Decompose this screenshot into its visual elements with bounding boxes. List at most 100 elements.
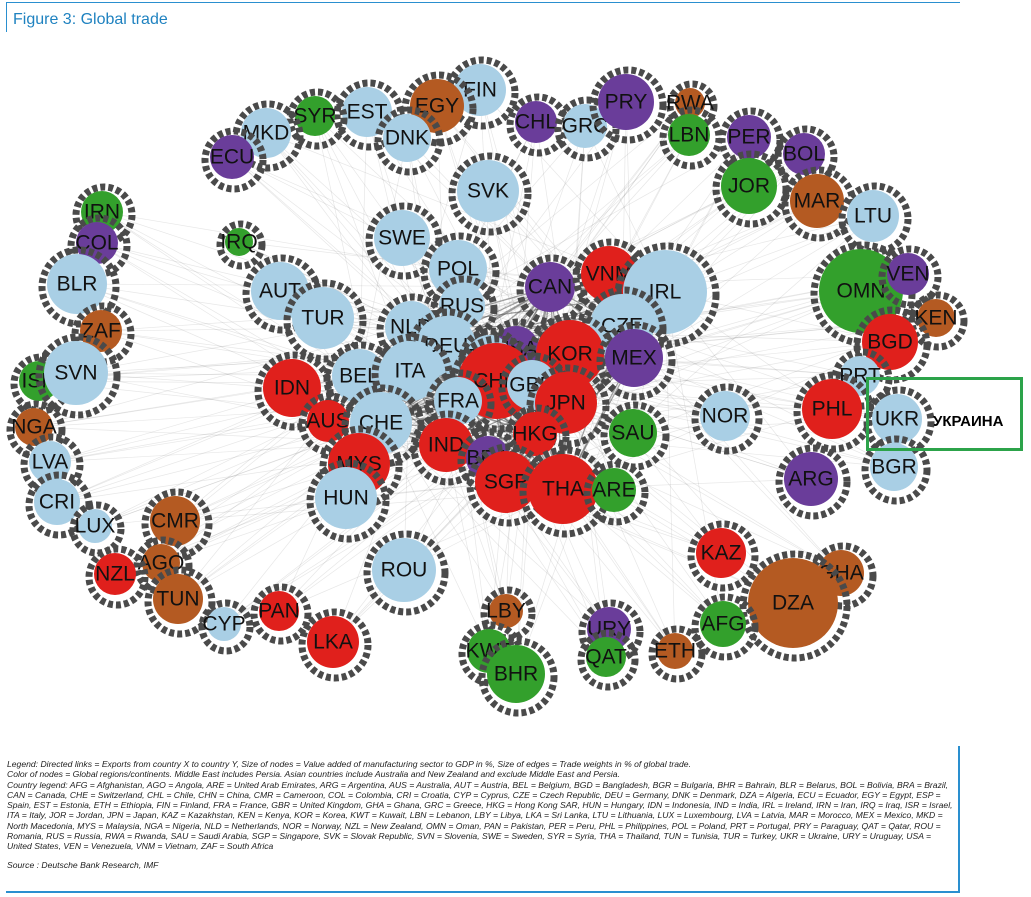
node-incoming-arrows xyxy=(648,625,706,683)
node-incoming-arrows xyxy=(69,501,125,557)
node-label: SWE xyxy=(378,227,426,250)
trade-edge xyxy=(101,211,360,377)
node-label: DZA xyxy=(772,592,814,615)
node-circle xyxy=(487,645,545,703)
node-circle xyxy=(657,633,693,669)
node-label: EST xyxy=(347,101,388,124)
node-label: SGP xyxy=(484,471,528,494)
country-node-qat: QAT xyxy=(577,629,639,691)
node-circle xyxy=(609,409,657,457)
country-node-can: CAN xyxy=(516,254,588,326)
node-label: IRL xyxy=(649,281,682,304)
country-node-syr: SYR xyxy=(286,88,348,150)
trade-edge xyxy=(633,357,842,574)
country-node-hun: HUN xyxy=(306,459,390,543)
node-label: AUT xyxy=(259,280,301,303)
node-label: LVA xyxy=(32,451,69,474)
node-circle xyxy=(668,114,710,156)
node-incoming-arrows xyxy=(793,371,875,453)
node-circle xyxy=(862,314,918,370)
node-label: VEN xyxy=(886,263,929,286)
country-node-tun: TUN xyxy=(144,566,216,638)
node-incoming-arrows xyxy=(578,599,644,665)
node-label: POL xyxy=(437,258,479,281)
node-label: CMR xyxy=(151,510,199,533)
node-label: EGY xyxy=(415,95,459,118)
trade-edge xyxy=(265,132,412,328)
node-label: CHE xyxy=(359,412,403,435)
node-circle xyxy=(251,262,309,320)
node-label: PRT xyxy=(839,365,881,388)
country-node-lka: LKA xyxy=(298,608,372,682)
node-circle xyxy=(295,96,335,136)
node-incoming-arrows xyxy=(691,593,759,661)
trade-edge xyxy=(664,291,676,652)
node-circle xyxy=(410,79,464,133)
node-label: KAZ xyxy=(701,542,742,565)
node-incoming-arrows xyxy=(363,530,449,616)
country-node-lby: LBY xyxy=(480,586,536,642)
country-node-nor: NOR xyxy=(691,383,763,455)
node-label: UKR xyxy=(875,408,919,431)
node-incoming-arrows xyxy=(554,96,620,162)
node-incoming-arrows xyxy=(775,444,851,520)
node-circle xyxy=(784,452,838,506)
node-label: NOR xyxy=(702,405,749,428)
node-label: BLR xyxy=(57,273,98,296)
country-node-cyp: CYP xyxy=(198,599,254,655)
node-circle xyxy=(790,174,844,228)
node-circle xyxy=(380,341,440,401)
node-incoming-arrows xyxy=(254,351,334,431)
node-label: ECU xyxy=(210,146,254,169)
node-circle xyxy=(44,341,108,405)
node-label: LBY xyxy=(486,600,526,623)
country-node-irq: IRQ xyxy=(216,220,266,270)
trade-edge xyxy=(445,444,507,612)
node-circle xyxy=(525,262,575,312)
node-label: SAU xyxy=(611,422,654,445)
country-node-hkg: HKG xyxy=(504,404,570,470)
node-label: DNK xyxy=(385,127,429,150)
node-circle xyxy=(419,418,473,472)
node-circle xyxy=(457,160,519,222)
node-incoming-arrows xyxy=(283,279,367,363)
node-circle xyxy=(581,246,637,302)
country-node-sau: SAU xyxy=(600,401,670,471)
node-incoming-arrows xyxy=(691,383,763,455)
node-circle xyxy=(259,591,299,631)
node-circle xyxy=(94,553,136,595)
node-circle xyxy=(586,637,626,677)
node-label: AGO xyxy=(138,552,185,575)
node-incoming-arrows xyxy=(577,629,639,691)
country-node-arg: ARG xyxy=(775,444,851,520)
node-label: PAN xyxy=(258,600,300,623)
node-circle xyxy=(592,468,636,512)
node-label: JOR xyxy=(728,175,770,198)
country-node-pry: PRY xyxy=(589,66,667,144)
country-node-afg: AFG xyxy=(691,593,759,661)
country-node-chl: CHL xyxy=(506,93,570,157)
node-incoming-arrows xyxy=(596,321,676,401)
node-label: IRN xyxy=(84,201,120,224)
node-label: GRC xyxy=(562,115,609,138)
trade-edge xyxy=(332,384,533,643)
node-label: PER xyxy=(727,126,770,149)
node-circle xyxy=(748,558,838,648)
node-incoming-arrows xyxy=(306,459,390,543)
node-circle xyxy=(292,287,354,349)
title-rule xyxy=(6,2,960,3)
node-incoming-arrows xyxy=(445,56,519,130)
country-node-idn: IDN xyxy=(254,351,334,431)
country-node-phl: PHL xyxy=(793,371,875,453)
country-node-swe: SWE xyxy=(365,202,443,280)
node-circle xyxy=(847,190,899,242)
node-circle xyxy=(598,74,654,130)
node-circle xyxy=(513,412,557,456)
node-incoming-arrows xyxy=(526,364,610,448)
node-circle xyxy=(489,594,523,628)
node-circle xyxy=(528,454,598,524)
country-node-lux: LUX xyxy=(69,501,125,557)
node-label: KEN xyxy=(914,307,957,330)
node-label: ARG xyxy=(788,468,834,491)
node-label: BGR xyxy=(871,456,917,479)
